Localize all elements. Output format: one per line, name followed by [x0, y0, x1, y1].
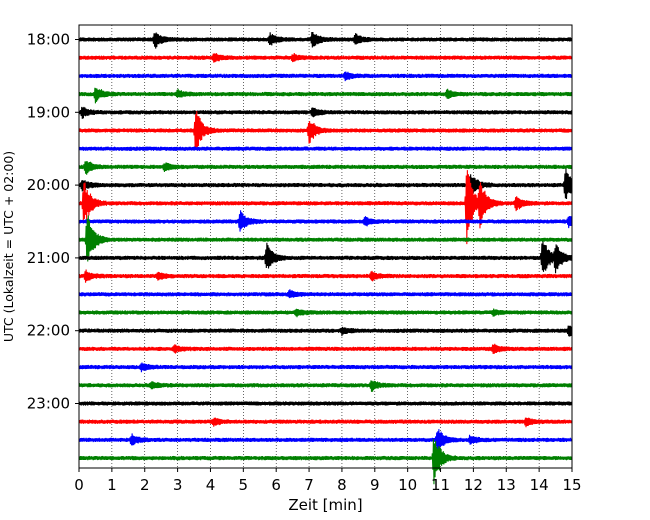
- trace-2130: [78, 289, 573, 299]
- trace-1945: [78, 161, 573, 175]
- x-tick-label-4: 4: [206, 476, 216, 494]
- y-tick-label-2100: 21:00: [27, 249, 70, 267]
- y-tick-label-2200: 22:00: [27, 322, 70, 340]
- trace-2045: [78, 215, 573, 262]
- x-tick-label-15: 15: [562, 476, 581, 494]
- trace-2015: [78, 170, 573, 245]
- y-axis-label: UTC (Lokalzeit = UTC + 02:00): [1, 151, 16, 342]
- trace-1930: [78, 146, 573, 151]
- trace-1845: [78, 87, 573, 104]
- y-tick-label-2300: 23:00: [27, 395, 70, 413]
- x-tick-label-0: 0: [74, 476, 84, 494]
- x-tick-label-11: 11: [431, 476, 450, 494]
- y-tick-label-1900: 19:00: [27, 103, 70, 121]
- trace-2115: [78, 269, 573, 283]
- trace-2300: [78, 401, 573, 406]
- y-tick-label-2000: 20:00: [27, 176, 70, 194]
- x-tick-label-8: 8: [337, 476, 347, 494]
- trace-2200: [78, 325, 573, 337]
- x-tick-label-7: 7: [304, 476, 314, 494]
- x-tick-label-3: 3: [173, 476, 183, 494]
- trace-2315: [78, 417, 573, 428]
- x-tick-label-10: 10: [398, 476, 417, 494]
- trace-2000: [78, 168, 573, 200]
- x-tick-label-5: 5: [239, 476, 249, 494]
- trace-1800: [78, 31, 573, 49]
- trace-1915: [78, 111, 573, 150]
- x-axis-label: Zeit [min]: [288, 496, 362, 514]
- trace-2030: [78, 210, 573, 232]
- trace-2215: [78, 343, 573, 354]
- x-tick-label-9: 9: [370, 476, 380, 494]
- x-tick-label-13: 13: [497, 476, 516, 494]
- y-tick-label-1800: 18:00: [27, 31, 70, 49]
- trace-1815: [78, 53, 573, 63]
- plot-frame: [78, 24, 573, 469]
- trace-2145: [78, 308, 573, 318]
- trace-2330: [78, 429, 573, 451]
- trace-2100: [78, 241, 573, 274]
- trace-2230: [78, 362, 573, 373]
- trace-2345: [78, 439, 573, 485]
- trace-2245: [78, 380, 573, 392]
- x-tick-label-1: 1: [107, 476, 117, 494]
- x-tick-label-12: 12: [464, 476, 483, 494]
- trace-1830: [78, 71, 573, 82]
- x-tick-label-14: 14: [530, 476, 549, 494]
- x-tick-label-6: 6: [271, 476, 281, 494]
- x-tick-label-2: 2: [140, 476, 150, 494]
- trace-1900: [78, 106, 573, 119]
